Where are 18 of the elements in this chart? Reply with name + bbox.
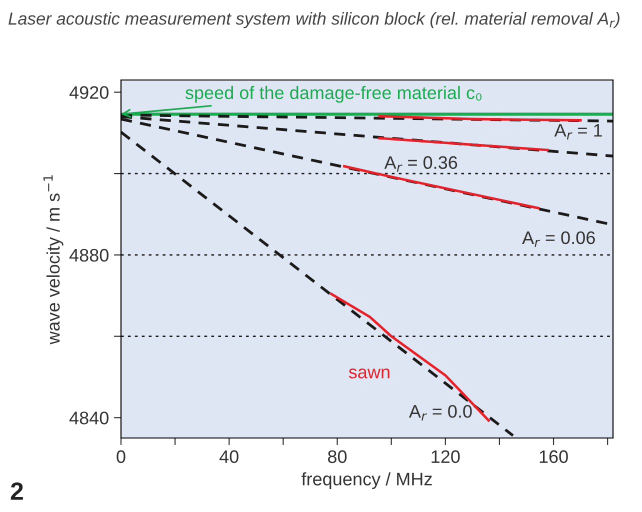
annotation: A$_{r}$ = 1 bbox=[554, 124, 602, 140]
x-tick-label: 120 bbox=[432, 450, 460, 464]
x-tick-label: 160 bbox=[540, 450, 568, 464]
chart-title: Laser acoustic measurement system with silicon block (rel. material removal A$_{r}$) bbox=[8, 12, 620, 28]
y-tick-label: 4840 bbox=[69, 412, 108, 424]
x-tick-label: 40 bbox=[220, 450, 238, 464]
annotation: A$_{r}$ = 0.06 bbox=[522, 231, 595, 247]
y-tick-label: 4920 bbox=[69, 86, 108, 99]
y-tick-label: 4880 bbox=[69, 248, 108, 262]
annotation: A$_{r}$ = 0.0 bbox=[408, 404, 472, 421]
annotation: sawn bbox=[348, 368, 390, 378]
annotation: A$_{r}$ = 0.36 bbox=[384, 156, 458, 172]
x-tick-label: 80 bbox=[328, 450, 347, 464]
x-axis-title: frequency / MHz bbox=[302, 472, 432, 490]
annotation: speed of the damage-free material c₀ bbox=[185, 86, 482, 103]
y-axis-title: wave velocity / m s$^{−1}$ bbox=[43, 175, 64, 344]
x-tick-label: 0 bbox=[116, 450, 126, 464]
text: 2 bbox=[10, 482, 23, 500]
